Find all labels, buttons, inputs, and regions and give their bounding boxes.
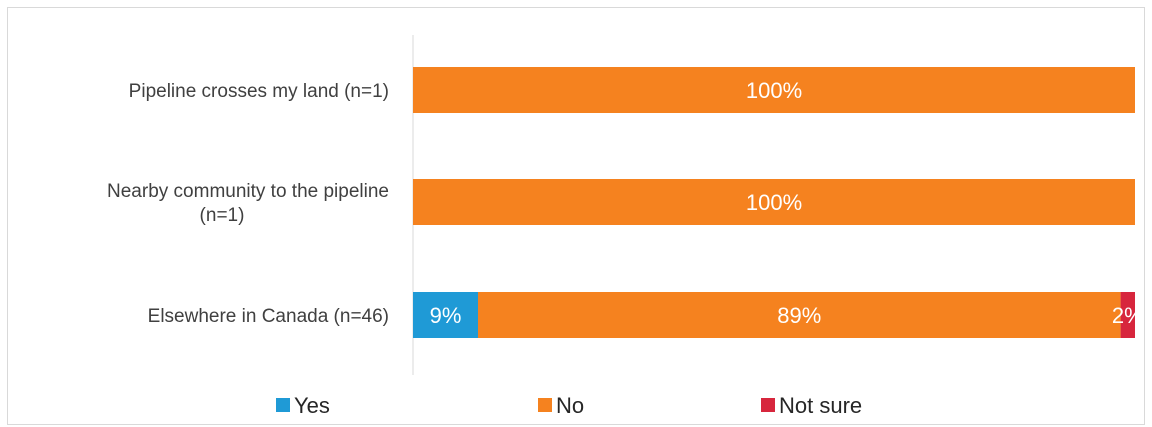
category-label-1-line-1: (n=1) [200,205,245,226]
legend-swatch-no [538,398,552,412]
category-label-0-line-0: Pipeline crosses my land (n=1) [129,81,389,102]
legend-label-not-sure: Not sure [779,393,862,418]
category-labels-group: Pipeline crosses my land (n=1) Nearby com… [107,81,389,327]
data-label-no-2: 89% [777,303,821,328]
category-label-1-line-0: Nearby community to the pipeline [107,181,389,202]
data-label-not-sure-2: 2% [1112,303,1144,328]
data-label-yes-2: 9% [430,303,462,328]
legend-swatch-yes [276,398,290,412]
legend-swatch-not-sure [761,398,775,412]
data-label-no-1: 100% [746,190,802,215]
legend-label-no: No [556,393,584,418]
data-label-no-0: 100% [746,78,802,103]
legend: Yes No Not sure [276,393,862,418]
legend-label-yes: Yes [294,393,330,418]
category-label-2-line-0: Elsewhere in Canada (n=46) [148,306,389,327]
